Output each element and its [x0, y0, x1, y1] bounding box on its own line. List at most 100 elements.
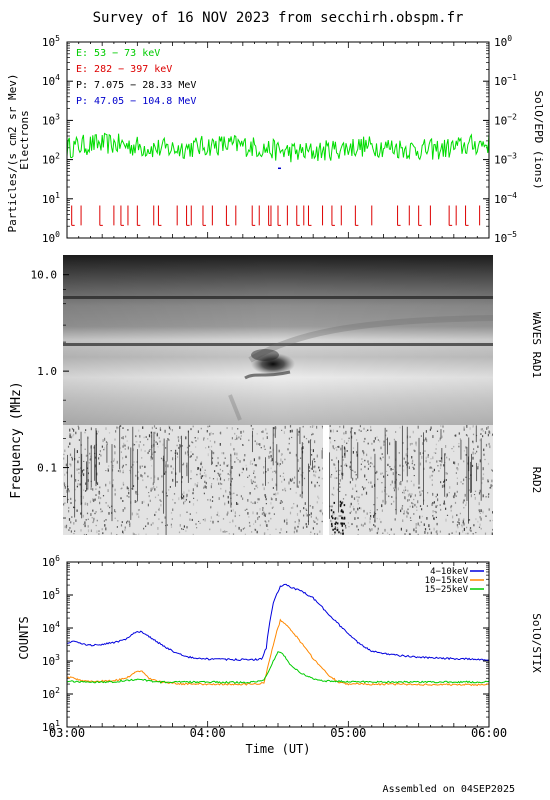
rad2-noise-speck [174, 452, 176, 455]
rad2-noise-speck [451, 448, 453, 450]
rad2-noise-speck [244, 533, 246, 535]
rad2-noise-speck [240, 529, 242, 532]
y-tick-label: 103 [42, 112, 60, 127]
rad2-noise-speck [358, 429, 360, 432]
rad2-noise-speck [232, 519, 234, 523]
rad2-noise-speck [308, 440, 310, 444]
rad2-noise-speck [182, 464, 184, 466]
rad2-noise-speck [482, 494, 484, 498]
series-stix-15-25kev [67, 651, 489, 684]
rad2-noise-speck [227, 473, 229, 475]
rad2-noise-speck [115, 430, 117, 433]
rad2-noise-speck [176, 481, 178, 483]
rad2-noise-speck [68, 510, 70, 513]
rad2-burst-speck [334, 517, 336, 520]
rad2-noise-speck [122, 500, 124, 502]
rad2-noise-speck [240, 437, 242, 440]
rad2-noise-speck [468, 478, 470, 480]
rad2-noise-speck [185, 530, 187, 532]
rad2-noise-speck [85, 502, 87, 505]
rad2-noise-speck [117, 470, 120, 472]
rad2-noise-speck [370, 429, 372, 432]
rad2-noise-speck [411, 502, 413, 504]
rad2-noise-speck [313, 425, 315, 427]
rad2-noise-speck [402, 442, 404, 444]
rad2-noise-speck [238, 526, 240, 530]
rad2-noise-speck [456, 482, 458, 485]
rad2-noise-speck [449, 486, 451, 489]
rad2-noise-speck [252, 511, 254, 515]
rad2-noise-speck [314, 465, 316, 468]
rad2-noise-speck [127, 429, 129, 431]
rad2-noise-speck [351, 523, 353, 526]
rad2-noise-speck [133, 533, 135, 535]
rad2-noise-speck [359, 507, 361, 510]
rad2-noise-speck [101, 445, 103, 448]
rad2-noise-speck [85, 490, 87, 492]
rad2-noise-speck [369, 528, 371, 530]
rad2-noise-speck [204, 469, 206, 471]
rad2-noise-speck [477, 466, 479, 469]
rad2-noise-speck [152, 451, 154, 454]
rad2-noise-speck [381, 509, 383, 512]
rad2-noise-speck [426, 517, 428, 520]
rad2-noise-speck [470, 529, 472, 532]
rad2-noise-speck [445, 479, 447, 481]
legend-entry-electrons-282-397kev: E: 282 − 397 keV [76, 64, 172, 75]
rad2-noise-speck [147, 475, 149, 478]
rad2-noise-speck [450, 509, 452, 512]
rad2-noise-speck [182, 462, 185, 466]
rad2-noise-speck [273, 513, 275, 515]
rad2-noise-speck [182, 497, 184, 500]
rad2-noise-speck [289, 478, 291, 482]
rad2-noise-speck [330, 441, 332, 444]
rad2-noise-speck [435, 516, 437, 519]
rad2-noise-speck [73, 429, 75, 432]
rad2-noise-speck [72, 428, 74, 430]
rad2-noise-speck [374, 513, 377, 515]
rad2-noise-speck [296, 529, 298, 533]
rad2-burst-speck [336, 522, 339, 525]
rad2-noise-speck [135, 512, 138, 516]
rad2-noise-speck [284, 425, 286, 429]
rad2-noise-speck [472, 433, 475, 436]
rad2-noise-speck [334, 440, 336, 442]
rad2-noise-speck [302, 526, 304, 529]
rad2-burst-speck [339, 500, 342, 503]
rad2-noise-speck [363, 453, 365, 456]
rad2-noise-speck [273, 493, 275, 496]
rad2-noise-speck [386, 470, 388, 472]
rad2-noise-speck [256, 512, 258, 515]
rad2-noise-speck [423, 523, 425, 526]
rad2-noise-speck [143, 444, 145, 446]
rad2-noise-speck [430, 531, 432, 535]
rad2-noise-speck [222, 518, 225, 520]
rad2-noise-speck [196, 456, 198, 459]
rad2-noise-speck [73, 533, 75, 535]
rad2-noise-speck [445, 472, 447, 475]
rad2-noise-speck [65, 525, 67, 529]
series-electrons-53-73kev [67, 132, 489, 163]
rad2-noise-speck [69, 428, 71, 432]
rad2-noise-speck [289, 451, 291, 454]
stix-x-ticks: 03:00 04:00 05:00 06:00 [49, 562, 507, 740]
rad2-noise-speck [83, 469, 85, 471]
rad2-right-label: RAD2 [530, 467, 543, 494]
rad2-burst-speck [332, 528, 334, 531]
rad2-noise-speck [220, 528, 222, 532]
rad2-noise-speck [443, 481, 445, 483]
rad2-noise-speck [107, 504, 109, 507]
rad2-noise-speck [386, 493, 388, 496]
rad2-noise-speck [227, 500, 230, 504]
rad2-noise-speck [101, 528, 103, 531]
rad2-noise-speck [229, 491, 231, 493]
rad2-noise-speck [93, 517, 95, 521]
rad2-noise-speck [128, 492, 130, 495]
rad2-noise-speck [417, 533, 419, 535]
rad2-noise-speck [178, 497, 180, 501]
rad2-noise-speck [463, 426, 465, 429]
rad2-noise-speck [161, 475, 163, 478]
rad2-noise-speck [204, 480, 206, 483]
rad2-noise-speck [356, 496, 358, 498]
rad2-noise-speck [188, 489, 190, 492]
